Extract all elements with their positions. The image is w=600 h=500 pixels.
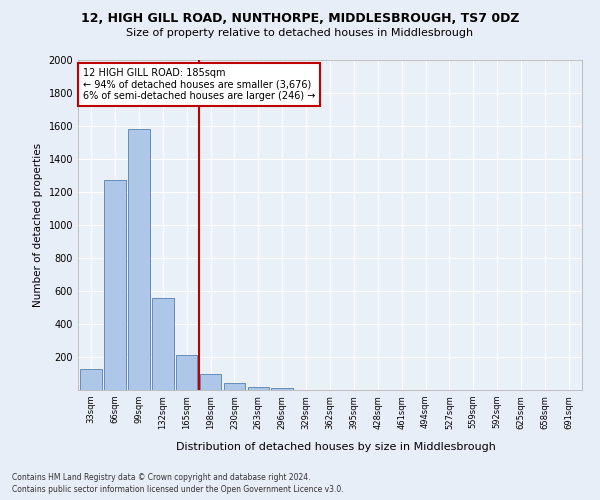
Bar [104, 180, 126, 390]
Bar [200, 374, 221, 390]
Bar [224, 382, 245, 390]
Bar [152, 298, 173, 390]
Bar [128, 130, 149, 390]
Text: 12 HIGH GILL ROAD: 185sqm
← 94% of detached houses are smaller (3,676)
6% of sem: 12 HIGH GILL ROAD: 185sqm ← 94% of detac… [83, 68, 316, 102]
Text: Contains public sector information licensed under the Open Government Licence v3: Contains public sector information licen… [12, 485, 344, 494]
Bar [271, 388, 293, 390]
Bar [176, 354, 197, 390]
Y-axis label: Number of detached properties: Number of detached properties [33, 143, 43, 307]
Text: Size of property relative to detached houses in Middlesbrough: Size of property relative to detached ho… [127, 28, 473, 38]
Bar [80, 368, 102, 390]
Text: 12, HIGH GILL ROAD, NUNTHORPE, MIDDLESBROUGH, TS7 0DZ: 12, HIGH GILL ROAD, NUNTHORPE, MIDDLESBR… [81, 12, 519, 26]
Text: Distribution of detached houses by size in Middlesbrough: Distribution of detached houses by size … [176, 442, 496, 452]
Bar [248, 386, 269, 390]
Text: Contains HM Land Registry data © Crown copyright and database right 2024.: Contains HM Land Registry data © Crown c… [12, 472, 311, 482]
